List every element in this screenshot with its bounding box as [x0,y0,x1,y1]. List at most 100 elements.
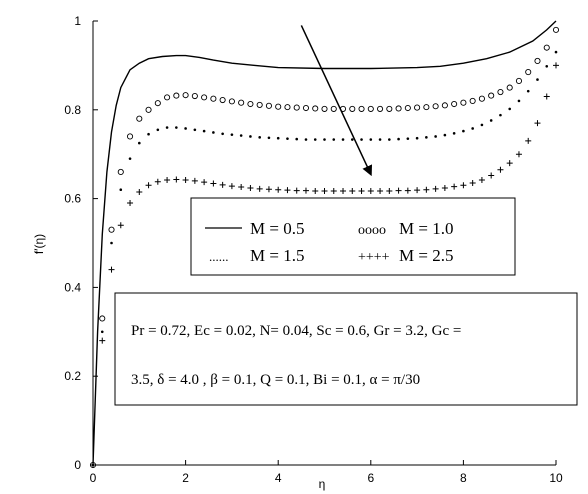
annotation-arrow [300,25,373,177]
x-tick-label: 4 [275,471,282,485]
data-point [478,95,485,102]
data-point [312,188,319,195]
data-point [377,188,384,195]
y-tick-label: 0.4 [64,280,81,294]
data-point [202,129,206,133]
data-point [201,179,208,186]
x-tick-label: 2 [182,471,189,485]
data-point [145,106,152,113]
data-point [275,103,282,110]
data-point [341,138,345,141]
data-point [441,102,448,109]
data-point [515,151,522,158]
data-point [127,200,134,207]
x-tick-label: 0 [90,471,97,485]
data-point [349,105,356,112]
data-point [358,188,365,195]
data-point [212,131,215,134]
data-point [488,172,495,179]
data-point [388,138,391,141]
series-solid [92,20,557,466]
y-tick-label: 0 [74,458,81,472]
data-point [515,77,523,84]
data-point [221,132,224,136]
data-point [525,69,532,76]
legend-label-4: M = 2.5 [399,246,453,265]
data-point [554,50,558,54]
data-point [173,176,180,183]
data-point [395,187,402,194]
data-point [210,180,217,187]
data-point [369,138,373,141]
data-point [367,105,374,112]
data-point [117,222,124,229]
data-point [451,100,458,108]
series-layer [89,20,560,469]
data-point [395,105,402,112]
data-point [536,78,539,81]
data-point [489,119,493,122]
data-point [182,176,189,183]
data-point [378,138,382,141]
data-point [286,137,289,140]
data-point [293,104,300,111]
data-point [284,104,291,111]
data-point [506,84,513,91]
data-point [423,104,430,111]
y-tick-label: 1 [74,14,81,28]
data-point [321,188,328,195]
data-point [543,93,550,100]
data-point [423,186,430,193]
data-point [108,266,115,273]
data-point [425,136,428,139]
data-point [100,330,104,334]
data-point [312,105,319,112]
data-point [506,160,513,167]
data-point [414,104,421,111]
data-point [284,187,291,194]
data-point [228,98,235,105]
legend-marker-plus: ++++ [358,250,390,265]
x-tick-label: 6 [367,471,374,485]
data-point [406,137,410,140]
data-point [219,96,226,104]
data-point [182,92,189,99]
data-point [526,89,530,93]
data-point [154,178,161,185]
data-point [108,226,115,233]
data-point [386,188,393,195]
x-tick-label: 10 [549,471,563,485]
data-point [210,95,217,102]
data-point [265,102,272,109]
data-point [358,105,365,112]
data-point [156,128,160,132]
parameter-line-2: 3.5, δ = 4.0 , β = 0.1, Q = 0.1, Bi = 0.… [131,372,420,388]
data-point [367,188,374,195]
legend-label-2: M = 1.0 [399,219,453,238]
data-point [110,241,113,245]
data-point [534,120,541,127]
legend-label-3: M = 1.5 [250,246,304,265]
data-point [552,26,560,33]
data-point [228,183,235,190]
data-point [191,177,198,184]
data-point [119,188,123,192]
data-point [193,128,197,132]
data-point [414,187,421,194]
data-point [175,126,178,129]
data-point [249,135,252,138]
y-axis-label: f′(η) [32,234,46,254]
data-point [432,185,439,192]
data-point [136,115,143,122]
data-point [136,188,143,195]
legend-label-1: M = 0.5 [250,219,304,238]
data-point [247,100,254,108]
data-point [525,137,532,144]
data-point [404,187,411,194]
parameter-box-frame [114,292,578,406]
ticks-layer: 0 2 4 6 8 10 0 0.2 0.4 0.6 0.8 1 [64,14,563,485]
data-point [543,44,550,51]
data-point [302,187,309,194]
x-axis-label: η [319,477,326,491]
data-point [441,184,448,191]
